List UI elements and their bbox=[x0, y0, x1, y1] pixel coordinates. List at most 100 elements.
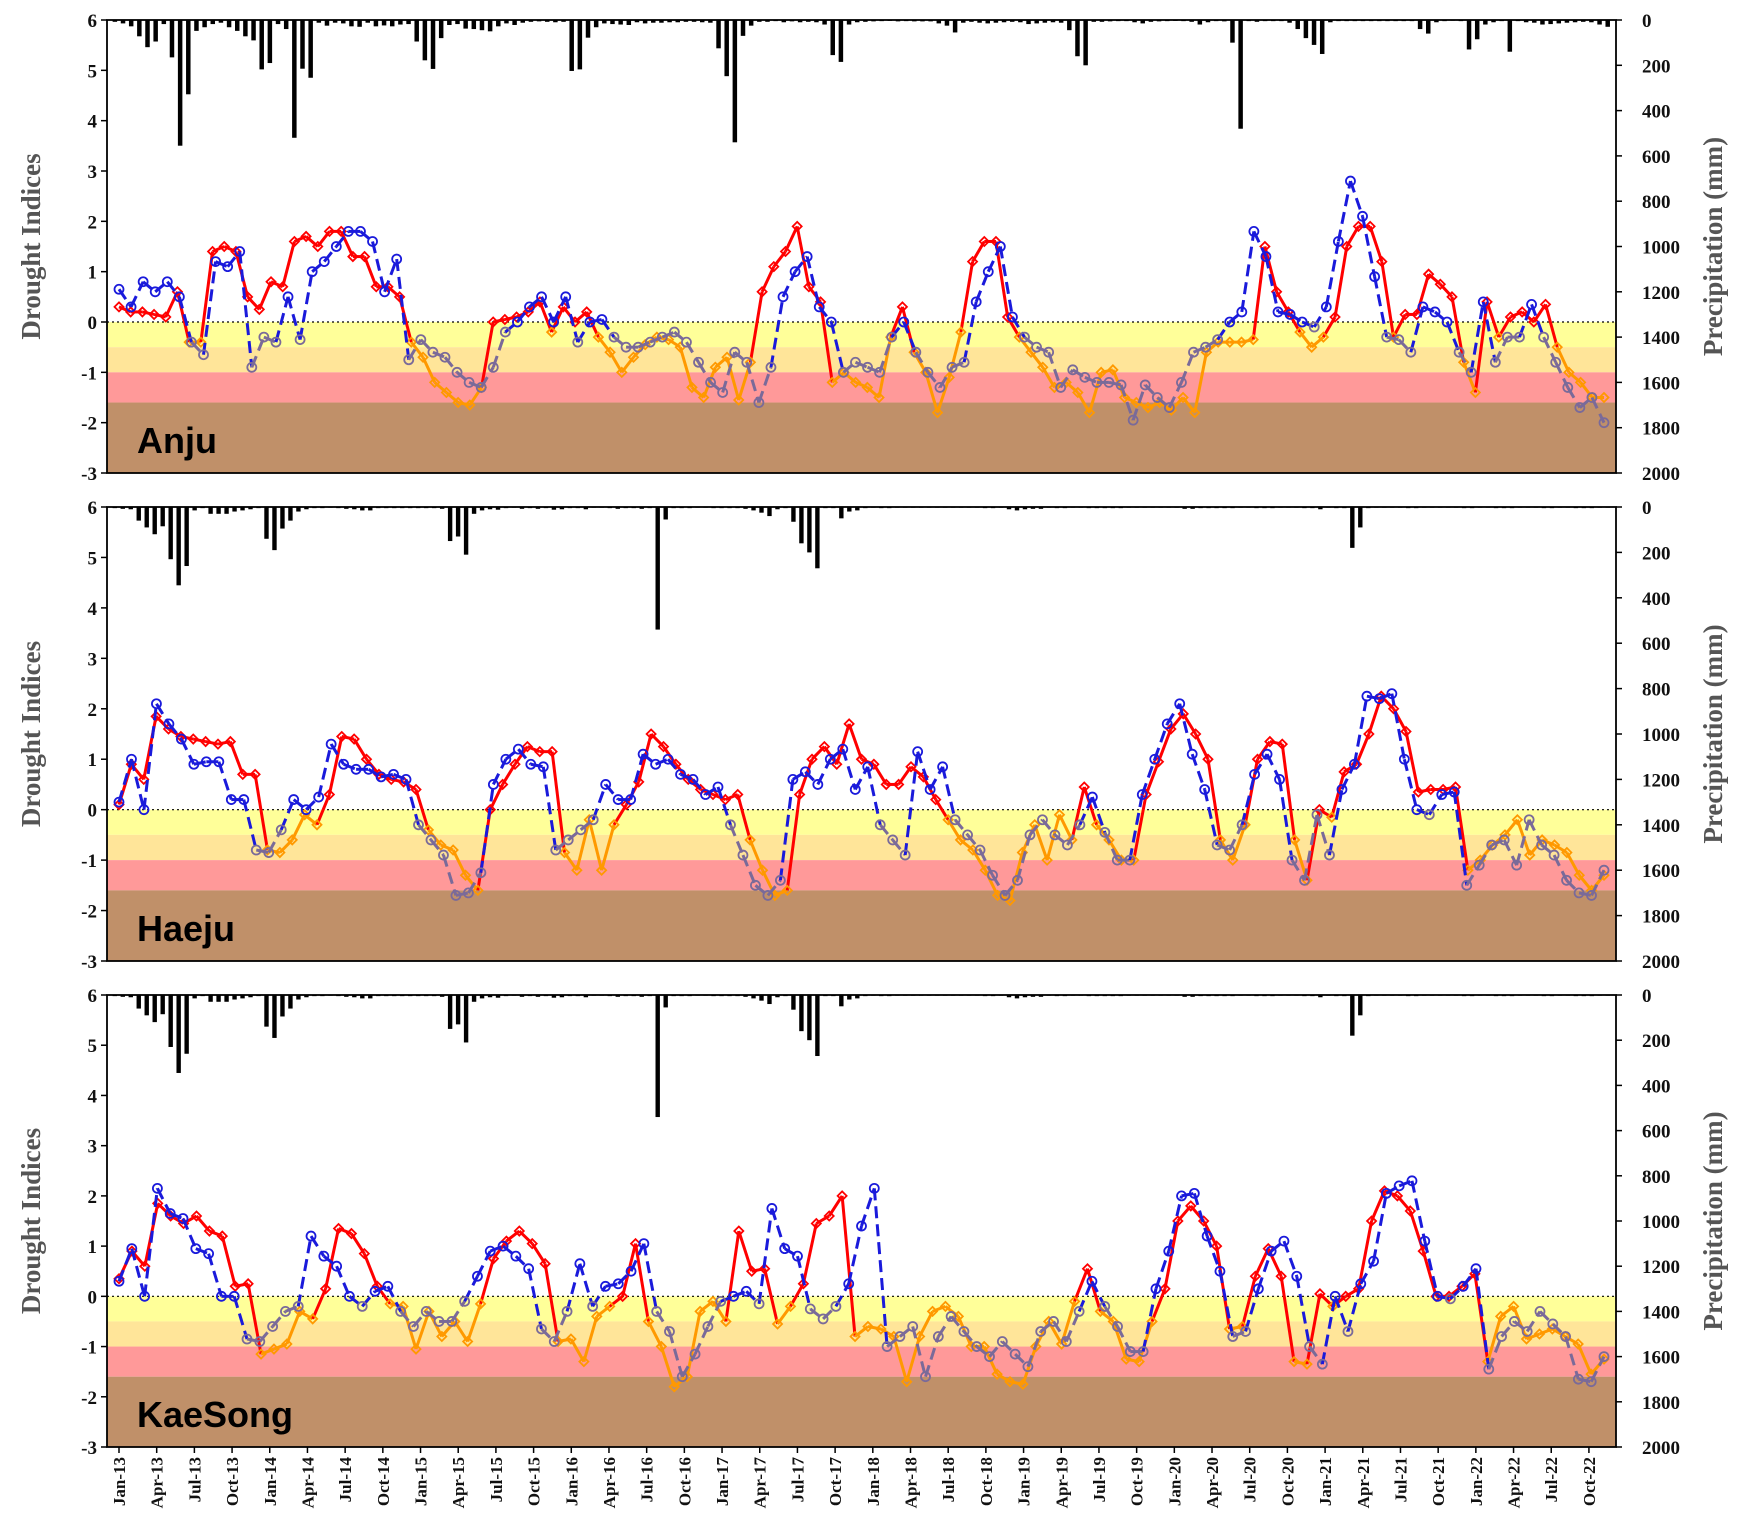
data-point bbox=[1548, 849, 1560, 861]
precip-bar bbox=[1556, 20, 1562, 24]
series-segment bbox=[951, 360, 965, 369]
data-point bbox=[1332, 236, 1344, 247]
data-point bbox=[1483, 1363, 1495, 1375]
series-segment bbox=[451, 849, 467, 876]
precip-bar bbox=[251, 20, 256, 41]
precip-bar bbox=[357, 20, 362, 27]
precip-bar bbox=[708, 20, 713, 23]
data-point bbox=[1124, 1346, 1136, 1357]
data-point bbox=[1048, 1316, 1059, 1327]
data-point bbox=[461, 1335, 474, 1348]
data-point bbox=[620, 341, 632, 353]
data-point bbox=[861, 381, 874, 394]
data-point bbox=[638, 1238, 650, 1249]
series-segment bbox=[1256, 1250, 1273, 1290]
precip-bar bbox=[168, 507, 173, 560]
series-segment bbox=[902, 321, 918, 353]
x-tick-label: Jan-19 bbox=[1015, 1457, 1034, 1506]
series-segment bbox=[783, 1247, 799, 1258]
series-segment bbox=[1305, 809, 1321, 881]
data-point bbox=[560, 291, 572, 303]
data-point bbox=[1547, 1318, 1559, 1330]
data-point bbox=[319, 1283, 332, 1295]
data-point bbox=[731, 788, 744, 801]
y-right-tick-label: 1800 bbox=[1642, 907, 1680, 928]
series-segment bbox=[425, 1310, 440, 1323]
data-point bbox=[1240, 1326, 1251, 1337]
x-tick-label: Oct-21 bbox=[1429, 1457, 1448, 1506]
precip-bar bbox=[716, 20, 721, 49]
series-segment bbox=[1373, 276, 1389, 338]
data-point bbox=[662, 333, 675, 346]
data-point bbox=[642, 1315, 655, 1328]
precip-bar bbox=[1589, 20, 1594, 23]
series-segment bbox=[1190, 753, 1207, 790]
precip-bar bbox=[593, 20, 599, 28]
data-point bbox=[1274, 774, 1285, 785]
y-left-tick-label: 1 bbox=[88, 1237, 98, 1258]
data-point bbox=[1176, 1190, 1187, 1202]
data-point bbox=[849, 376, 862, 389]
series-segment bbox=[962, 1330, 978, 1348]
series-segment bbox=[190, 341, 205, 356]
series-segment bbox=[1077, 1280, 1094, 1312]
data-point bbox=[550, 844, 562, 856]
x-tick-label: Oct-22 bbox=[1580, 1457, 1599, 1506]
y-left-tick-label: -2 bbox=[81, 902, 97, 923]
y-left-tick-label: 3 bbox=[88, 162, 98, 183]
data-point bbox=[1017, 1378, 1029, 1390]
series-segment bbox=[1084, 375, 1098, 384]
data-point bbox=[1305, 341, 1318, 353]
series-segment bbox=[745, 1290, 761, 1305]
data-point bbox=[1376, 255, 1388, 268]
series-segment bbox=[1028, 818, 1044, 836]
series-segment bbox=[380, 772, 394, 779]
series-segment bbox=[429, 838, 445, 857]
precip-bar bbox=[807, 507, 812, 553]
series-segment bbox=[1295, 1275, 1312, 1347]
precip-bar bbox=[248, 995, 253, 998]
data-point bbox=[199, 735, 212, 748]
data-point bbox=[294, 334, 306, 346]
precip-bar bbox=[846, 20, 852, 25]
series-segment bbox=[724, 1230, 741, 1322]
data-point bbox=[422, 824, 435, 836]
data-point bbox=[604, 346, 616, 358]
data-point bbox=[1364, 220, 1376, 233]
series-segment bbox=[442, 854, 458, 896]
series-segment bbox=[613, 335, 628, 349]
precip-bar bbox=[430, 20, 436, 69]
series-segment bbox=[327, 736, 344, 795]
data-point bbox=[350, 763, 362, 775]
data-point bbox=[744, 834, 756, 846]
precip-bar bbox=[344, 995, 349, 997]
precip-bar bbox=[1067, 20, 1072, 31]
data-point bbox=[203, 1248, 215, 1260]
data-point bbox=[1120, 1353, 1132, 1365]
series-segment bbox=[211, 245, 225, 253]
data-point bbox=[806, 753, 818, 765]
data-point bbox=[1214, 1265, 1226, 1277]
data-point bbox=[907, 1321, 919, 1332]
data-point bbox=[1508, 1316, 1520, 1327]
series-segment bbox=[130, 1248, 147, 1297]
precip-bar bbox=[1540, 20, 1545, 25]
series-segment bbox=[311, 260, 326, 273]
series-segment bbox=[153, 312, 167, 319]
y-right-tick-label: 200 bbox=[1642, 56, 1671, 77]
data-point bbox=[524, 301, 535, 313]
data-point bbox=[280, 1306, 291, 1317]
data-point bbox=[886, 331, 898, 343]
precip-bar bbox=[667, 20, 672, 23]
series-segment bbox=[1123, 396, 1137, 404]
series-segment bbox=[284, 1304, 299, 1313]
data-point bbox=[1526, 298, 1537, 310]
data-point bbox=[629, 1237, 642, 1250]
precip-bar bbox=[535, 995, 541, 997]
precip-bar bbox=[176, 995, 181, 1073]
data-point bbox=[1060, 376, 1072, 389]
series-segment bbox=[554, 838, 570, 852]
data-point bbox=[715, 1295, 727, 1307]
precip-bar bbox=[993, 20, 999, 23]
data-point bbox=[1424, 783, 1437, 796]
